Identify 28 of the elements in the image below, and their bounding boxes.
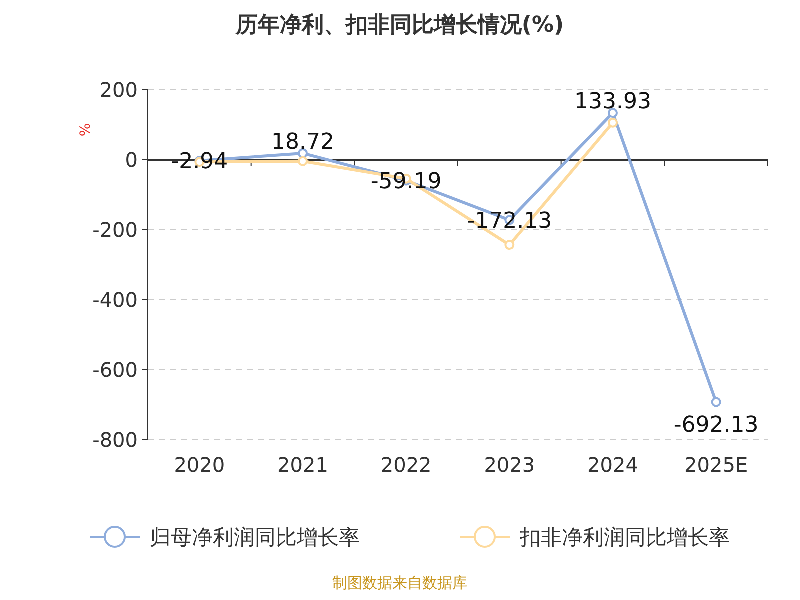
point <box>608 108 618 118</box>
y-tick-label: 0 <box>125 148 138 172</box>
point <box>608 118 618 128</box>
y-tick-label: -400 <box>92 288 138 312</box>
legend-label: 扣非净利润同比增长率 <box>519 525 730 550</box>
x-tick-label: 2025E <box>684 453 748 477</box>
x-tick-label: 2023 <box>484 453 536 477</box>
data-label: -2.94 <box>171 150 228 175</box>
y-tick-label: 200 <box>100 78 138 102</box>
y-tick-label: -800 <box>92 428 138 452</box>
chart-title: 历年净利、扣非同比增长情况(%) <box>234 13 564 38</box>
y-tick-label: -600 <box>92 358 138 382</box>
data-label: 133.93 <box>574 90 652 115</box>
x-tick-label: 2021 <box>278 453 328 477</box>
point <box>298 156 308 166</box>
y-axis-title: % <box>78 123 94 137</box>
data-label: -692.13 <box>674 413 759 438</box>
data-label: -172.13 <box>467 208 552 234</box>
data-label: -59.19 <box>370 169 442 194</box>
x-tick-label: 2024 <box>588 453 638 477</box>
legend-label: 归母净利润同比增长率 <box>150 525 360 550</box>
point <box>711 397 722 408</box>
text: 制图数据来自数据库 <box>332 574 468 592</box>
x-tick-label: 2020 <box>174 453 226 477</box>
data-label: 18.72 <box>272 130 334 156</box>
y-tick-label: -200 <box>92 218 138 242</box>
x-tick-label: 2022 <box>380 453 432 477</box>
point <box>504 240 515 250</box>
